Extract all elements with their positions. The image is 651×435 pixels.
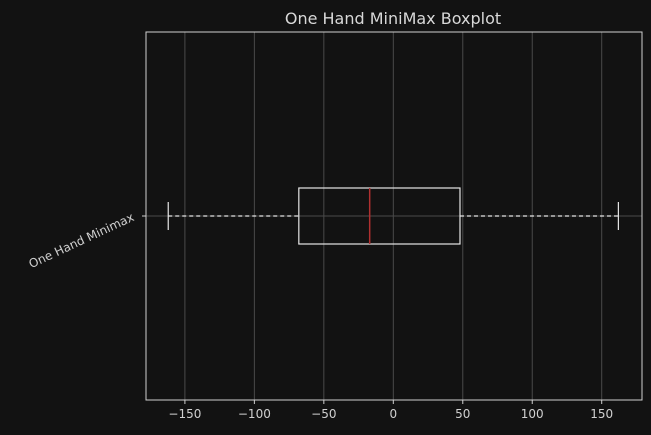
x-tick-label: 100 xyxy=(521,407,544,421)
x-tick-label: −150 xyxy=(168,407,201,421)
x-tick-label: 0 xyxy=(389,407,397,421)
x-tick-label: −50 xyxy=(311,407,336,421)
x-tick-label: −100 xyxy=(238,407,271,421)
axes-frame xyxy=(145,31,643,401)
box-layer xyxy=(167,187,619,245)
x-tick-label: 150 xyxy=(590,407,613,421)
box-iqr xyxy=(298,187,461,245)
x-tick-label: 50 xyxy=(455,407,470,421)
chart-title: One Hand MiniMax Boxplot xyxy=(285,9,501,28)
